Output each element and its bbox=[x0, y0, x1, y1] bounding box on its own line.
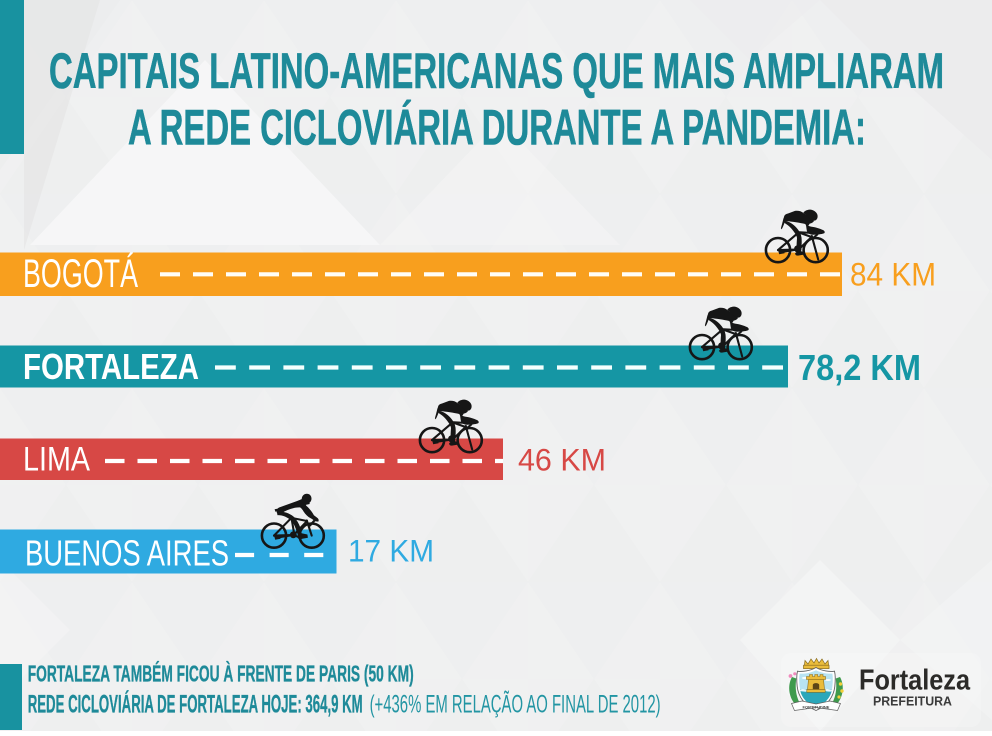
svg-text:46 KM: 46 KM bbox=[518, 443, 606, 478]
svg-text:CAPITAIS LATINO-AMERICANAS QUE: CAPITAIS LATINO-AMERICANAS QUE MAIS AMPL… bbox=[49, 43, 944, 99]
svg-text:BUENOS AIRES: BUENOS AIRES bbox=[25, 533, 229, 574]
svg-text:Fortaleza: Fortaleza bbox=[859, 665, 971, 697]
svg-text:BOGOTÁ: BOGOTÁ bbox=[23, 252, 138, 296]
svg-text:A REDE CICLOVIÁRIA DURANTE A P: A REDE CICLOVIÁRIA DURANTE A PANDEMIA: bbox=[128, 100, 866, 156]
svg-text:FORTITUDINE: FORTITUDINE bbox=[803, 704, 830, 709]
svg-text:84 KM: 84 KM bbox=[850, 256, 936, 293]
svg-text:LIMA: LIMA bbox=[23, 441, 90, 479]
svg-text:(+436% EM RELAÇÃO AO FINAL DE: (+436% EM RELAÇÃO AO FINAL DE 2012) bbox=[370, 692, 661, 719]
svg-text:REDE CICLOVIÁRIA DE FORTALEZA: REDE CICLOVIÁRIA DE FORTALEZA HOJE: 364,… bbox=[28, 691, 363, 719]
svg-text:78,2 KM: 78,2 KM bbox=[798, 347, 921, 388]
svg-text:17 KM: 17 KM bbox=[348, 534, 434, 569]
svg-text:FORTALEZA: FORTALEZA bbox=[23, 346, 199, 387]
svg-text:FORTALEZA TAMBÉM FICOU À FRENT: FORTALEZA TAMBÉM FICOU À FRENTE DE PARIS… bbox=[28, 660, 414, 687]
svg-text:PREFEITURA: PREFEITURA bbox=[873, 695, 952, 709]
